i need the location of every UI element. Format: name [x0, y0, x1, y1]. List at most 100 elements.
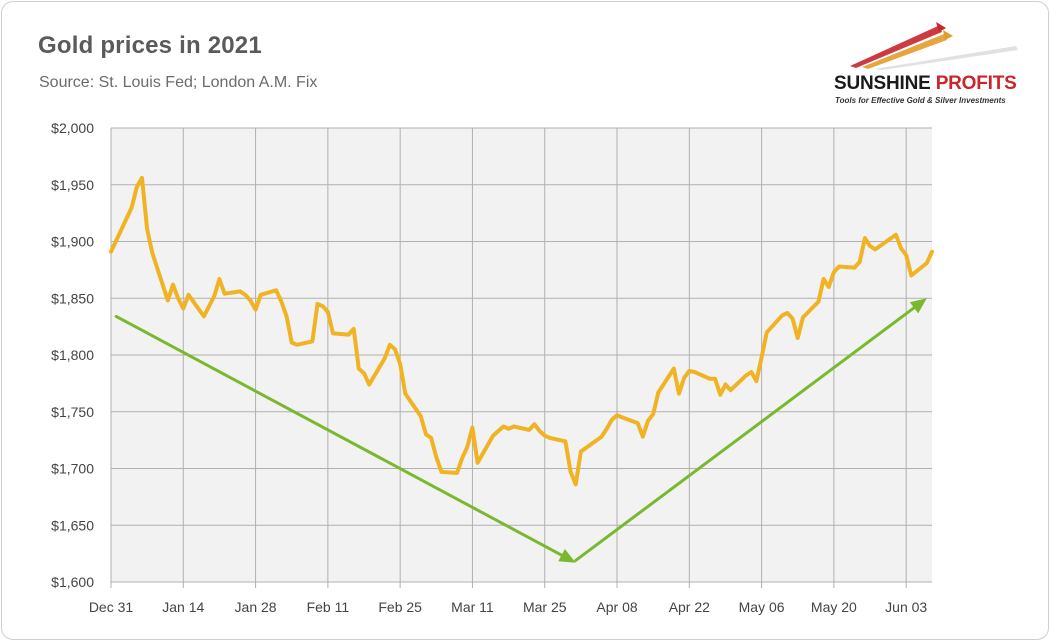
data-point — [801, 316, 805, 319]
data-point — [543, 434, 547, 438]
data-point — [693, 370, 696, 374]
rising-arrows-logo-icon — [850, 22, 1018, 70]
data-point — [362, 371, 366, 375]
data-point — [243, 293, 247, 297]
data-point — [687, 369, 691, 373]
data-point — [863, 236, 867, 240]
data-point — [641, 435, 645, 439]
data-point — [579, 450, 583, 453]
data-point — [470, 426, 474, 430]
data-point — [765, 330, 769, 334]
x-tick-label: Apr 08 — [596, 599, 637, 615]
data-point — [398, 362, 402, 366]
data-point — [925, 261, 929, 265]
data-point — [930, 250, 934, 254]
data-point — [827, 285, 831, 289]
data-point — [347, 333, 350, 337]
data-point — [145, 227, 149, 231]
x-tick-label: Jan 28 — [235, 599, 277, 615]
data-point — [651, 412, 655, 416]
data-point — [207, 304, 211, 308]
data-point — [326, 310, 330, 314]
logo-name-part2: PROFITS — [935, 73, 1017, 94]
data-point — [310, 339, 314, 343]
data-point — [760, 355, 764, 359]
data-point — [434, 455, 438, 459]
data-point — [429, 436, 433, 440]
data-point — [465, 445, 469, 449]
data-point — [331, 331, 335, 335]
data-point — [569, 470, 573, 474]
data-point — [563, 439, 567, 443]
data-point — [656, 391, 660, 394]
y-tick-label: $1,650 — [51, 517, 94, 533]
data-point — [708, 377, 712, 381]
data-point — [259, 293, 263, 297]
x-tick-label: May 06 — [739, 599, 785, 615]
data-point — [858, 260, 862, 264]
data-point — [501, 425, 505, 428]
data-point — [512, 425, 516, 428]
trend-arrow-head — [909, 298, 927, 314]
y-tick-label: $1,600 — [51, 574, 94, 590]
data-point — [620, 415, 624, 419]
x-tick-label: Feb 25 — [378, 599, 422, 615]
y-tick-label: $1,850 — [51, 290, 94, 306]
data-point — [403, 392, 407, 396]
data-point — [248, 299, 252, 302]
data-point — [605, 427, 609, 431]
trend-arrow-shaft — [114, 314, 564, 557]
data-point — [316, 302, 319, 306]
data-point — [419, 414, 423, 418]
data-point — [171, 283, 175, 287]
logo-name-part1: SUNSHINE — [834, 73, 931, 94]
trend-arrows — [114, 298, 927, 563]
data-point — [873, 247, 877, 251]
data-point — [202, 314, 206, 318]
y-tick-label: $1,800 — [51, 347, 94, 363]
data-point — [904, 253, 908, 257]
x-tick-label: Mar 25 — [523, 599, 567, 615]
data-point — [816, 300, 820, 304]
data-point — [217, 277, 221, 281]
data-point — [109, 250, 113, 254]
data-points — [109, 176, 934, 486]
data-point — [150, 251, 154, 255]
data-point — [460, 456, 464, 460]
data-point — [853, 266, 856, 270]
data-point — [610, 418, 614, 422]
data-point — [682, 376, 686, 380]
data-point — [223, 292, 227, 296]
trend-arrow-shaft — [574, 306, 916, 562]
data-point — [532, 422, 536, 426]
data-point — [140, 176, 144, 180]
data-point — [321, 304, 325, 308]
data-point — [357, 367, 361, 371]
x-tick-label: Jun 03 — [885, 599, 927, 615]
data-point — [909, 274, 913, 277]
logo-tagline: Tools for Effective Gold & Silver Invest… — [835, 96, 1006, 105]
y-tick-label: $1,700 — [51, 461, 94, 477]
data-point — [600, 435, 603, 439]
data-point — [894, 233, 898, 237]
y-axis-tick-labels: $1,600 $1,650 $1,700 $1,750 $1,800 $1,850 $1,9… — [51, 120, 94, 590]
x-tick-label: Apr 22 — [669, 599, 710, 615]
data-point — [791, 317, 795, 321]
x-tick-label: Feb 11 — [307, 599, 350, 615]
x-tick-label: Dec 31 — [89, 599, 134, 615]
data-point — [754, 379, 758, 383]
data-point — [636, 421, 640, 425]
data-point — [507, 427, 511, 431]
data-point — [393, 347, 397, 351]
data-point — [440, 470, 443, 474]
data-point — [538, 429, 542, 433]
data-point — [285, 314, 289, 318]
y-tick-label: $1,750 — [51, 404, 94, 420]
x-axis-tick-labels: Dec 31 Jan 14 Jan 28 Feb 11 Feb 25 Mar 11 Mar … — [89, 599, 928, 615]
data-point — [615, 413, 619, 417]
data-point — [455, 471, 459, 475]
y-tick-label: $1,900 — [51, 234, 94, 250]
data-point — [785, 311, 789, 315]
